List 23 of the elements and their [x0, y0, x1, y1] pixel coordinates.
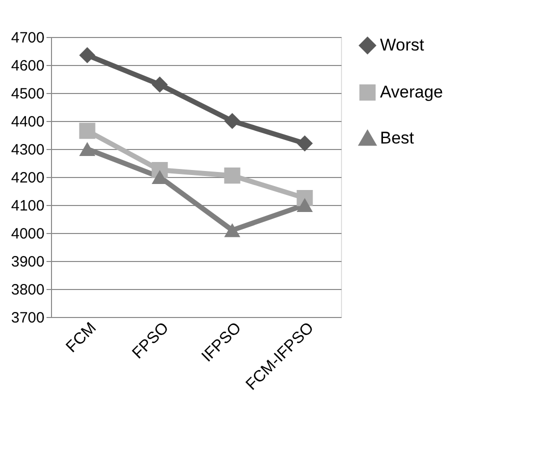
- point: [224, 168, 240, 184]
- y-tick-label: 4700: [11, 30, 44, 46]
- y-tick-label: 4500: [11, 86, 44, 102]
- point: [79, 142, 96, 156]
- y-tick-label: 3900: [11, 254, 44, 270]
- y-tick-label: 4200: [11, 170, 44, 186]
- point: [296, 198, 313, 212]
- y-tick-label: 3800: [11, 282, 44, 298]
- point: [79, 122, 96, 139]
- point: [296, 135, 313, 152]
- point: [224, 112, 240, 130]
- y-tick-label: 4300: [11, 142, 44, 158]
- y-tick-label: 4100: [11, 198, 44, 214]
- legend-label: Worst: [380, 36, 424, 54]
- y-tick-label: 4400: [11, 114, 44, 130]
- y-tick-label: 4600: [11, 58, 44, 74]
- point: [152, 76, 168, 93]
- point: [79, 47, 96, 64]
- legend-label: Best: [380, 128, 414, 148]
- point: [224, 223, 240, 238]
- legend-label: Average: [380, 82, 444, 102]
- y-tick-label: 4000: [11, 226, 44, 242]
- y-tick-label: 3700: [11, 310, 44, 326]
